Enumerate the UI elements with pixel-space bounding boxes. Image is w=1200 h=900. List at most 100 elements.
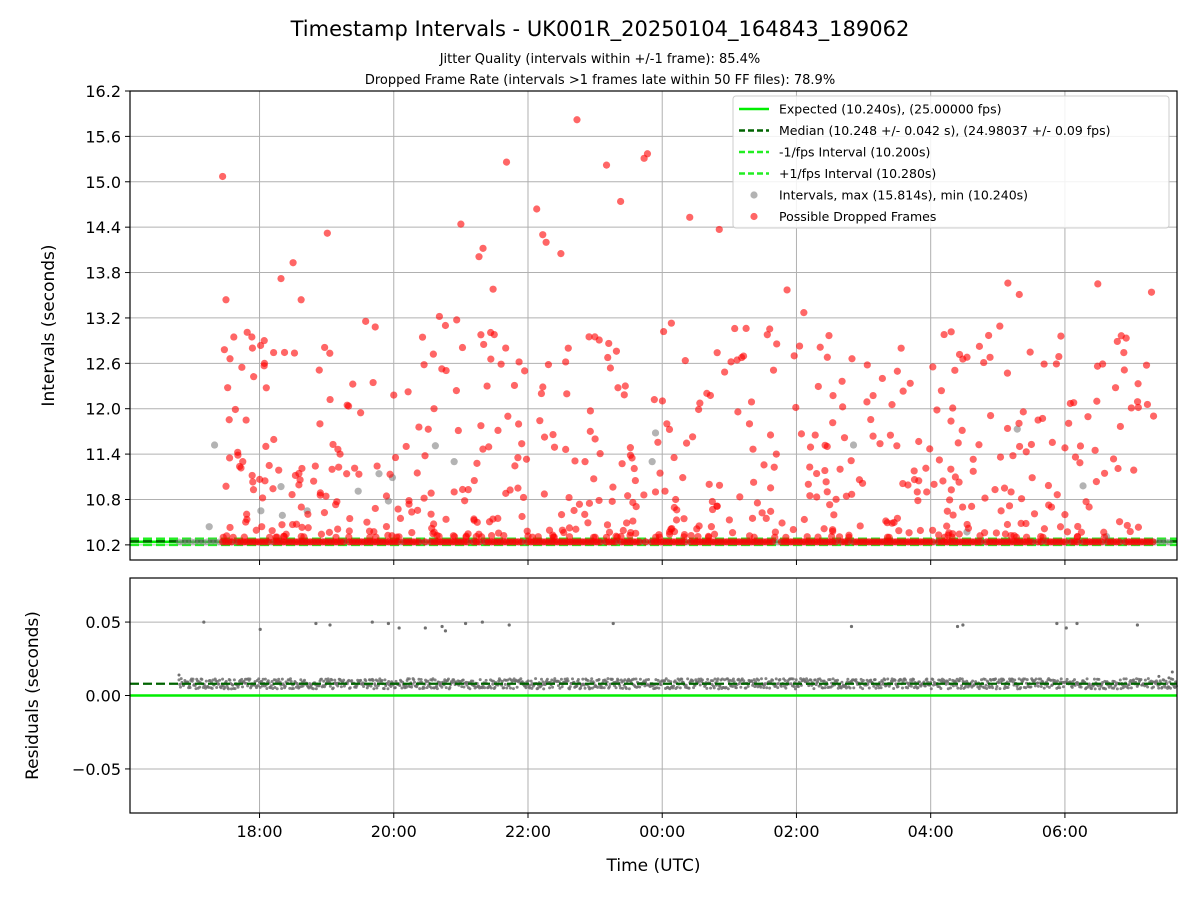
- dropped-frame-point: [402, 442, 410, 451]
- dropped-frame-point: [958, 426, 966, 434]
- residual-point: [236, 685, 240, 689]
- residual-point: [692, 686, 696, 690]
- dropped-frame-point: [612, 347, 621, 355]
- residual-point: [503, 682, 507, 686]
- residual-point: [1025, 678, 1029, 682]
- residual-point: [791, 677, 795, 681]
- residual-point: [373, 683, 377, 687]
- dropped-frame-point: [296, 476, 304, 484]
- dropped-frame-point: [897, 344, 905, 352]
- dropped-frame-point: [249, 478, 257, 486]
- dropped-frame-point: [1070, 399, 1078, 407]
- residual-point: [210, 686, 214, 690]
- dropped-frame-point: [783, 286, 791, 294]
- residual-point: [1085, 677, 1089, 681]
- interval-point: [1079, 482, 1087, 490]
- residual-point: [299, 678, 303, 682]
- dropped-frame-point: [1130, 466, 1138, 474]
- dropped-frame-point: [585, 333, 593, 341]
- residual-point: [1098, 687, 1102, 691]
- residual-point: [240, 677, 244, 681]
- dropped-frame-point: [487, 355, 495, 363]
- residual-point: [280, 677, 284, 681]
- dropped-frame-point: [382, 522, 391, 531]
- dropped-frame-point: [585, 499, 594, 507]
- residual-point: [958, 677, 962, 681]
- residual-point: [215, 685, 219, 689]
- residual-point: [412, 678, 416, 682]
- dropped-frame-point: [745, 420, 754, 428]
- residual-point: [263, 677, 267, 681]
- residual-point: [960, 684, 964, 688]
- dropped-frame-point: [391, 453, 400, 462]
- dropped-frame-point: [316, 420, 324, 428]
- residual-point: [1059, 677, 1063, 681]
- residual-point: [779, 684, 783, 688]
- dropped-frame-point: [590, 475, 598, 483]
- dropped-frame-point: [562, 445, 570, 454]
- legend-label: Expected (10.240s), (25.00000 fps): [779, 102, 1001, 117]
- residual-point: [579, 686, 583, 690]
- dropped-frame-point: [500, 531, 508, 540]
- dropped-frame-point: [1044, 481, 1053, 490]
- dropped-frame-point: [753, 499, 762, 507]
- y-tick-label: 0.05: [85, 613, 121, 632]
- dropped-frame-point: [268, 527, 276, 535]
- residual-point: [697, 679, 701, 683]
- dropped-frame-point: [475, 253, 483, 261]
- dropped-frame-point: [454, 426, 462, 435]
- residual-point: [244, 681, 248, 685]
- residual-point: [716, 677, 720, 681]
- residual-point: [528, 686, 532, 690]
- residual-point: [742, 679, 746, 683]
- residual-point: [426, 679, 430, 683]
- residual-point: [1146, 685, 1150, 689]
- dropped-frame-point: [766, 484, 775, 492]
- residual-point: [440, 685, 444, 689]
- dropped-frame-point: [1015, 442, 1024, 451]
- dropped-frame-point: [511, 462, 519, 470]
- dropped-frame-point: [955, 530, 963, 538]
- dropped-frame-point: [767, 507, 775, 515]
- dropped-frame-point: [226, 355, 234, 363]
- residual-point: [575, 684, 579, 688]
- residual-point: [218, 678, 222, 682]
- residual-point: [854, 678, 858, 682]
- dropped-frame-point: [539, 231, 547, 239]
- residual-point: [687, 686, 691, 690]
- residual-point: [1171, 677, 1175, 681]
- dropped-frame-point: [696, 399, 704, 407]
- dropped-frame-point: [708, 497, 716, 506]
- interval-point: [205, 523, 213, 531]
- residual-point: [983, 677, 987, 681]
- dropped-frame-point: [863, 361, 871, 369]
- residual-point: [526, 679, 530, 683]
- dropped-frame-point: [1017, 495, 1026, 503]
- residual-point: [906, 686, 910, 690]
- dropped-frame-point: [643, 150, 652, 158]
- dropped-frame-point: [562, 358, 570, 366]
- residual-point: [394, 679, 398, 683]
- dropped-frame-point: [357, 409, 365, 417]
- residual-point: [460, 685, 464, 689]
- residual-point: [425, 686, 429, 690]
- residual-point: [404, 685, 408, 689]
- residual-point: [700, 678, 704, 682]
- dropped-frame-point: [1045, 501, 1053, 509]
- dropped-frame-point: [923, 488, 931, 496]
- residual-point: [705, 686, 709, 690]
- dropped-frame-point: [893, 367, 901, 375]
- residual-point: [971, 679, 975, 683]
- residual-point: [1056, 679, 1060, 683]
- residual-point: [1029, 685, 1033, 689]
- residual-point: [872, 684, 876, 688]
- residual-point: [324, 677, 328, 681]
- dropped-frame-point: [1134, 403, 1142, 412]
- residual-point: [1170, 670, 1174, 674]
- residual-point: [632, 677, 636, 681]
- dropped-frame-point: [914, 496, 922, 505]
- residual-point: [489, 686, 493, 690]
- dropped-frame-point: [518, 512, 526, 521]
- dropped-frame-point: [814, 382, 822, 391]
- residual-point: [1036, 684, 1040, 688]
